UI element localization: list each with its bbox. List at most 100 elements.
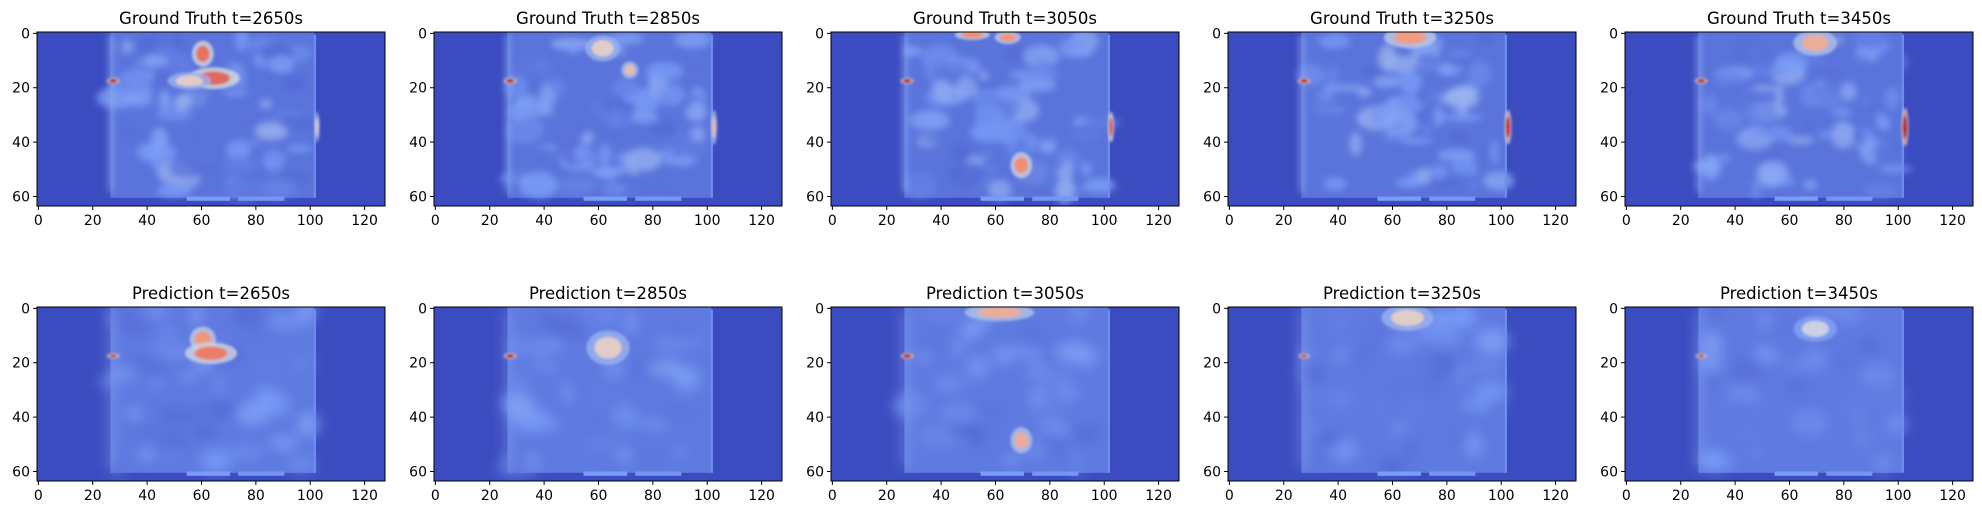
x-tick-label: 120 <box>748 213 775 229</box>
x-tick-label: 40 <box>932 213 950 229</box>
hotspot <box>1014 432 1029 449</box>
flow-blob <box>1384 382 1409 397</box>
flow-blob <box>909 109 950 131</box>
axes-frame <box>433 306 783 482</box>
flow-blob <box>506 338 547 355</box>
x-tick-label: 20 <box>481 213 499 229</box>
y-tick-label: 0 <box>1609 301 1618 317</box>
flow-blob <box>138 35 160 53</box>
flow-blob <box>637 183 675 190</box>
x-tick-label: 40 <box>535 213 553 229</box>
x-tick-label: 100 <box>297 488 324 504</box>
flow-blob <box>269 55 294 74</box>
flow-blob <box>638 449 672 465</box>
flow-blob <box>509 106 540 117</box>
x-tick-label: 0 <box>431 213 440 229</box>
y-tick-label: 40 <box>1203 410 1221 426</box>
flow-blob <box>112 454 124 481</box>
y-tick-label: 0 <box>1212 301 1221 317</box>
x-tick-label: 20 <box>84 488 102 504</box>
heatmap-panel: 0 20 40 60 80 100 120 0 20 40 60 Ground Truth t=325… <box>1203 9 1577 229</box>
floor-vent <box>1377 196 1422 201</box>
flow-blob <box>1057 38 1090 53</box>
x-tick-label: 20 <box>878 213 896 229</box>
y-tick-label: 20 <box>1203 356 1221 372</box>
x-tick-label: 80 <box>247 213 265 229</box>
flow-blob <box>1842 429 1865 446</box>
floor-vent <box>1774 196 1819 201</box>
flow-blob <box>1708 307 1726 320</box>
x-tick-label: 120 <box>1939 213 1966 229</box>
hotspot <box>1801 34 1829 52</box>
flow-blob <box>1068 133 1102 139</box>
right-wall <box>313 34 316 198</box>
flow-blob <box>967 356 989 380</box>
left-wall <box>1300 309 1304 468</box>
flow-blob <box>1407 395 1423 423</box>
x-tick-label: 60 <box>1384 488 1402 504</box>
x-tick-label: 60 <box>987 488 1005 504</box>
axes-frame <box>830 31 1180 207</box>
x-tick-label: 100 <box>1488 213 1515 229</box>
right-wall <box>313 309 316 473</box>
heatmap-image <box>1228 32 1576 206</box>
panel-title: Prediction t=3050s <box>926 284 1084 303</box>
flow-blob <box>1018 77 1057 92</box>
flow-blob <box>1731 357 1761 384</box>
flow-blob <box>956 76 978 99</box>
flow-blob <box>1714 107 1743 131</box>
flow-blob <box>1433 106 1444 127</box>
flow-blob <box>514 115 545 141</box>
flow-blob <box>617 459 633 469</box>
flow-blob <box>1466 105 1484 116</box>
y-tick-label: 20 <box>1600 356 1618 372</box>
flow-blob <box>268 435 299 450</box>
y-tick-label: 60 <box>806 189 824 205</box>
flow-blob <box>612 442 637 453</box>
flow-blob <box>1323 177 1347 191</box>
x-tick-label: 20 <box>481 488 499 504</box>
y-tick-label: 0 <box>418 26 427 42</box>
flow-blob <box>1818 130 1832 140</box>
x-tick-label: 80 <box>247 488 265 504</box>
flow-blob <box>297 413 320 437</box>
flow-blob <box>1878 164 1913 173</box>
heatmap-panel: 0 20 40 60 80 100 120 0 20 40 60 Ground Truth t=285… <box>409 9 783 229</box>
hotspot-layer <box>1694 32 1909 147</box>
flow-blob <box>611 78 640 97</box>
left-wall <box>903 34 907 193</box>
flow-blob <box>1730 429 1765 437</box>
hotspot <box>1801 320 1829 337</box>
x-tick-label: 40 <box>1726 488 1744 504</box>
flow-blob <box>653 334 689 353</box>
hotspot <box>624 64 636 76</box>
flow-blob <box>1417 85 1427 104</box>
y-tick-label: 20 <box>1203 81 1221 97</box>
flow-blob <box>1813 84 1848 107</box>
flow-blob <box>1866 393 1908 402</box>
y-tick-label: 40 <box>1600 410 1618 426</box>
flow-blob <box>1311 439 1326 459</box>
flow-blob <box>285 456 316 472</box>
flow-blob <box>262 151 288 162</box>
hotspot <box>315 117 319 137</box>
flow-blob <box>1403 351 1441 360</box>
flow-blob <box>1734 383 1757 393</box>
flow-blob <box>142 55 169 66</box>
hotspot <box>1505 116 1511 139</box>
flow-blob <box>152 51 194 72</box>
flow-blob <box>1421 125 1433 134</box>
flow-blob <box>1404 438 1414 463</box>
flow-blob <box>599 108 634 128</box>
flow-blob <box>259 99 273 109</box>
flow-texture <box>902 32 1121 204</box>
panel-title: Ground Truth t=2650s <box>119 9 303 28</box>
flow-blob <box>1853 32 1887 48</box>
flow-blob <box>1831 107 1852 118</box>
flow-blob <box>149 380 165 386</box>
x-tick-label: 60 <box>1781 488 1799 504</box>
flow-blob <box>541 307 553 329</box>
axes-frame <box>1227 31 1577 207</box>
hotspot <box>712 116 716 139</box>
flow-blob <box>1701 155 1721 181</box>
